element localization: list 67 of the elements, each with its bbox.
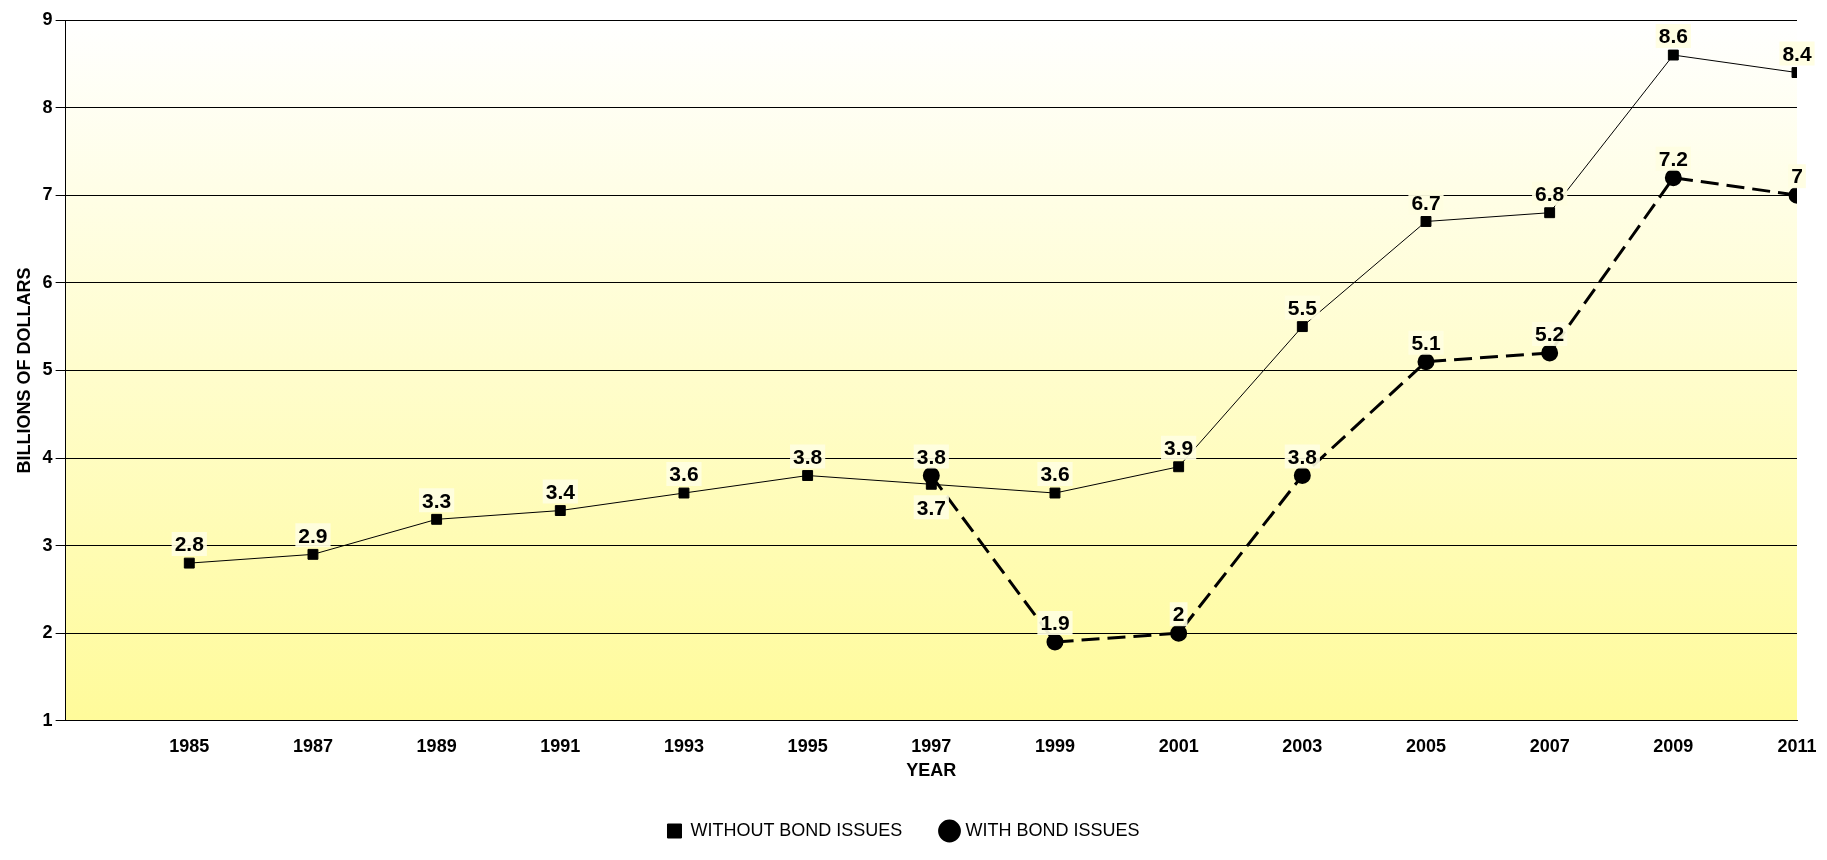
point [1293,467,1311,485]
x-tick-label: 1999 [1034,735,1075,756]
x-tick-label: 2007 [1529,735,1570,756]
point [1417,353,1435,371]
x-tick-label: 1985 [169,735,210,756]
y-tick-label: 4 [42,446,53,467]
point [183,557,195,569]
data-label: 3.6 [669,462,699,486]
x-tick-label: 2005 [1405,735,1447,756]
x-tick-label: 1995 [787,735,828,756]
data-label: 3.3 [422,488,452,512]
point [678,487,690,499]
point [1170,624,1188,642]
x-tick-label: 2009 [1653,735,1694,756]
x-tick-label: 1989 [416,735,457,756]
x-tick-label: 2001 [1158,735,1199,756]
data-label: 8.4 [1782,41,1812,65]
x-tick-label: 2011 [1777,735,1817,756]
legend-label: WITHOUT BOND ISSUES [690,819,903,840]
legend-label: WITH BOND ISSUES [965,819,1140,840]
y-tick-label: 3 [42,534,53,555]
data-label: 3.9 [1164,436,1194,460]
y-tick-label: 1 [42,709,53,730]
point [307,548,319,560]
point [1664,169,1682,187]
data-label: 6.7 [1411,190,1441,214]
x-tick-label: 2003 [1282,735,1323,756]
point [1046,633,1064,651]
point [802,470,814,481]
point [1667,49,1679,61]
point [1541,344,1559,362]
data-label: 2.8 [174,532,205,556]
data-label: 3.8 [1287,444,1318,468]
data-label: 5.1 [1411,330,1441,354]
y-axis-title: BILLIONS OF DOLLARS [13,267,34,474]
data-label: 5.2 [1535,322,1565,346]
data-label: 2.9 [298,523,328,547]
y-tick-label: 2 [42,622,53,643]
y-tick-label: 6 [42,271,53,292]
point [1173,461,1185,473]
data-label: 3.6 [1040,462,1070,486]
x-tick-label: 1987 [292,735,333,756]
data-label: 6.8 [1535,182,1565,206]
x-tick-label: 1997 [911,735,952,756]
point [431,513,443,525]
data-label: 3.8 [793,444,823,468]
point [1544,207,1556,219]
point [554,505,566,517]
y-tick-label: 8 [42,96,53,117]
data-label: 3.8 [916,444,947,468]
y-tick-label: 7 [42,184,53,205]
point [1420,216,1432,227]
x-axis-title: YEAR [906,760,957,781]
x-tick-label: 1991 [540,735,581,756]
y-tick-label: 5 [42,359,53,380]
data-label: 7.2 [1658,146,1688,170]
point [1296,321,1308,333]
x-tick-label: 1993 [663,735,704,756]
point [1049,487,1061,499]
data-label: 8.6 [1658,24,1688,48]
data-label: 3.7 [916,495,946,519]
data-label: 5.5 [1287,295,1318,319]
data-label: 7 [1791,164,1803,188]
data-label: 3.4 [545,479,576,503]
data-label: 2 [1172,602,1185,626]
y-tick-label: 9 [42,8,53,29]
data-label: 1.9 [1040,611,1070,635]
